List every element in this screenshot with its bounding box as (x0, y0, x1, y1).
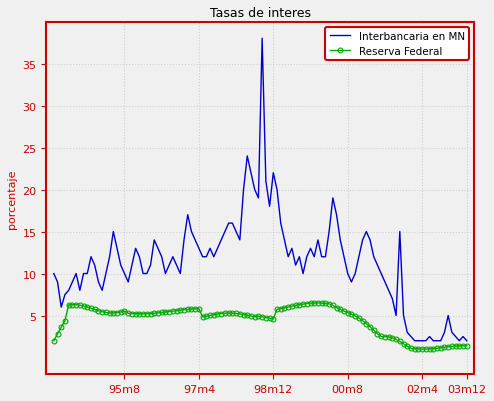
Interbancaria en MN (456, 338, 462, 343)
Reserva Federal (352, 314, 358, 318)
Interbancaria en MN (196, 246, 202, 251)
Reserva Federal (51, 338, 57, 343)
Reserva Federal (315, 301, 321, 306)
Line: Interbancaria en MN: Interbancaria en MN (54, 39, 467, 341)
Interbancaria en MN (464, 338, 470, 343)
Reserva Federal (374, 332, 380, 336)
Legend: Interbancaria en MN, Reserva Federal: Interbancaria en MN, Reserva Federal (326, 28, 469, 61)
Interbancaria en MN (352, 271, 358, 276)
Y-axis label: porcentaje: porcentaje (7, 169, 17, 228)
Reserva Federal (464, 344, 470, 348)
Title: Tasas de interes: Tasas de interes (210, 7, 311, 20)
Line: Reserva Federal: Reserva Federal (51, 301, 469, 352)
Interbancaria en MN (374, 263, 380, 268)
Interbancaria en MN (333, 213, 339, 218)
Interbancaria en MN (285, 255, 291, 259)
Interbancaria en MN (51, 271, 57, 276)
Interbancaria en MN (412, 338, 417, 343)
Reserva Federal (456, 344, 462, 348)
Reserva Federal (333, 306, 339, 310)
Reserva Federal (196, 307, 202, 312)
Reserva Federal (282, 306, 288, 310)
Interbancaria en MN (259, 37, 265, 42)
Reserva Federal (419, 347, 425, 352)
